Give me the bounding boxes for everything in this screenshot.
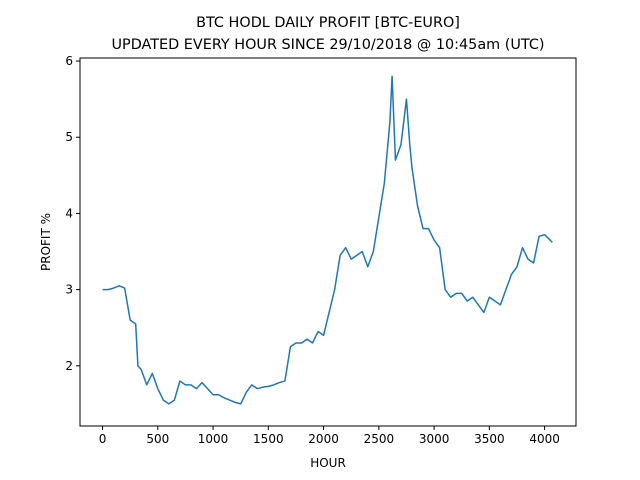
y-tick-label: 4 — [65, 206, 73, 220]
x-tick-label: 3500 — [474, 432, 505, 446]
x-tick-label: 2500 — [364, 432, 395, 446]
chart-subtitle: UPDATED EVERY HOUR SINCE 29/10/2018 @ 10… — [111, 37, 544, 53]
x-tick-label: 4000 — [529, 432, 560, 446]
y-axis-label: PROFIT % — [39, 213, 53, 271]
x-tick-label: 1000 — [198, 432, 229, 446]
chart-title: BTC HODL DAILY PROFIT [BTC-EURO] — [196, 15, 460, 31]
y-tick-label: 5 — [65, 130, 73, 144]
x-tick-label: 3000 — [419, 432, 450, 446]
x-tick-label: 2000 — [308, 432, 339, 446]
x-tick-label: 1500 — [253, 432, 284, 446]
x-tick-label: 500 — [146, 432, 169, 446]
y-tick-label: 6 — [65, 54, 73, 68]
x-axis-label: HOUR — [310, 456, 346, 470]
x-tick-label: 0 — [99, 432, 107, 446]
plot-area: 0 500 1000 1500 2000 2500 3000 3500 4000 2 3 4 5 6 — [65, 54, 560, 446]
y-tick-label: 2 — [65, 359, 73, 373]
y-tick-label: 3 — [65, 283, 73, 297]
axes-frame — [79, 57, 577, 427]
data-line — [102, 75, 553, 405]
